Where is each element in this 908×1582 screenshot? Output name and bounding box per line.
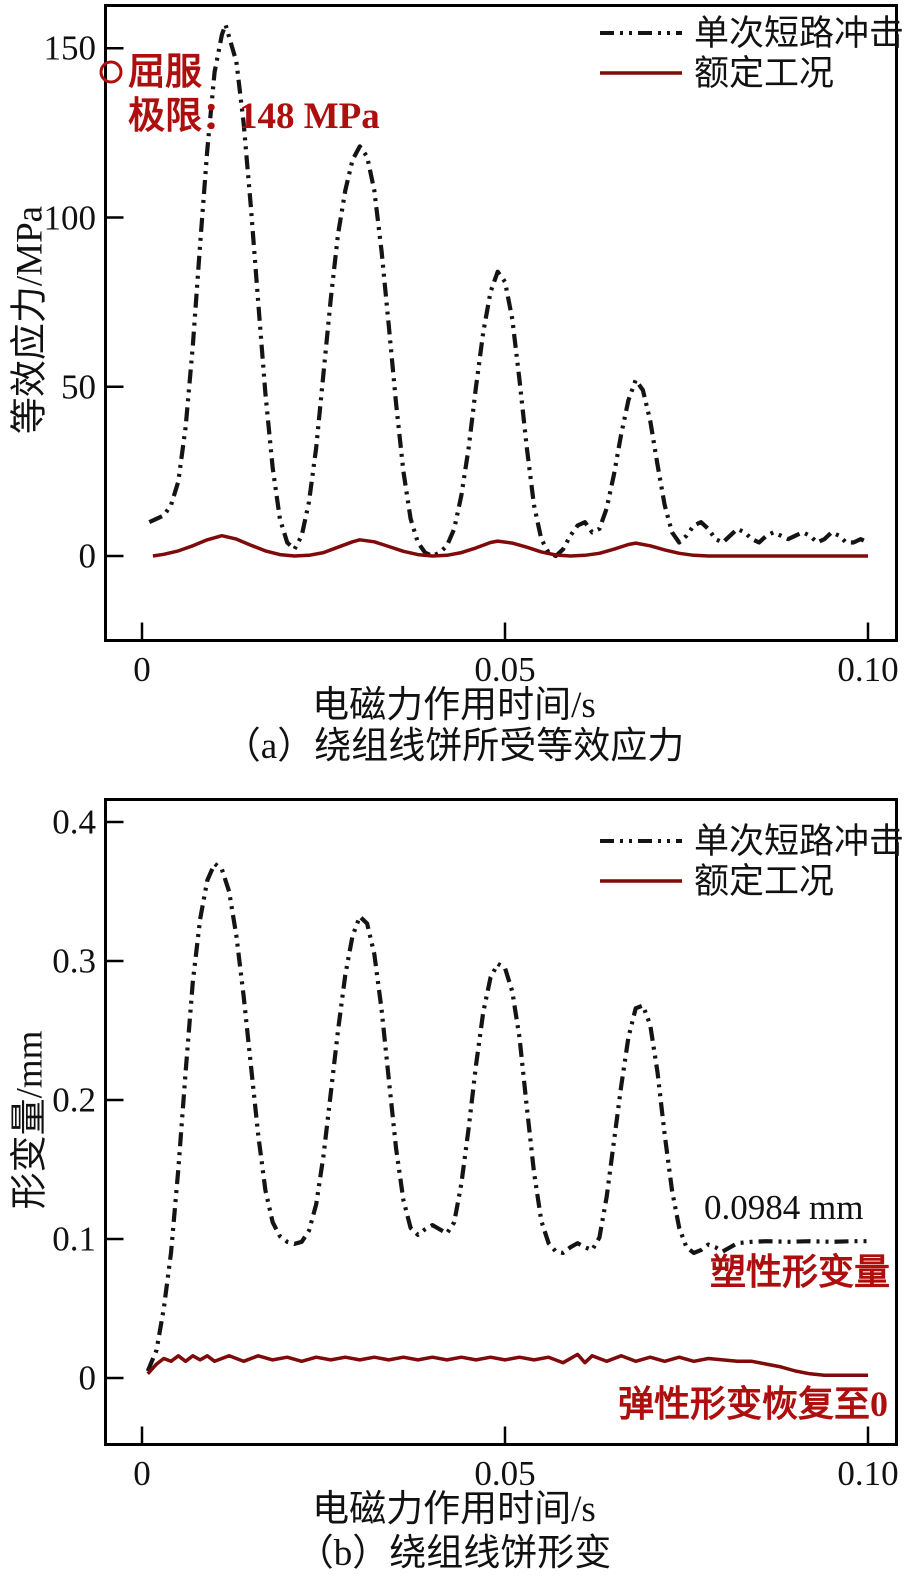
series-line-impact	[148, 22, 869, 559]
y-tick-label: 150	[43, 28, 97, 68]
yield-circle-marker	[99, 60, 123, 84]
legend-a: 单次短路冲击 额定工况	[598, 13, 904, 93]
elastic-recovery-annotation: 弹性形变恢复至0	[618, 1384, 889, 1424]
legend-label-impact: 单次短路冲击	[694, 821, 905, 861]
rated-line-sample-icon	[600, 879, 682, 883]
legend-label-impact: 单次短路冲击	[694, 13, 905, 53]
yield-annotation-line2: 极限：148 MPa	[128, 96, 380, 137]
y-tick-label: 0.4	[52, 802, 96, 842]
panel-caption-a: （a）绕组线饼所受等效应力	[223, 726, 685, 767]
x-tick-label: 0.05	[474, 650, 536, 689]
legend-item-rated: 额定工况	[598, 53, 904, 93]
y-axis-title-a: 等效应力/MPa	[9, 205, 51, 435]
x-tick-label: 0.10	[837, 650, 899, 689]
legend-item-impact: 单次短路冲击	[598, 821, 904, 861]
x-tick-label: 0.10	[837, 1454, 899, 1493]
plateau-value-annotation: 0.0984 mm	[704, 1188, 864, 1227]
chart-b-canvas	[104, 798, 898, 1446]
x-axis-title-a: 电磁力作用时间/s	[312, 685, 596, 726]
y-tick-label: 50	[61, 367, 96, 407]
plastic-deformation-annotation: 塑性形变量	[710, 1252, 891, 1292]
series-line-impact	[145, 861, 868, 1372]
series-line-rated	[152, 533, 868, 558]
impact-line-sample-icon	[600, 31, 682, 35]
rated-line-sample-icon	[600, 71, 682, 75]
y-tick-label: 0.3	[52, 941, 96, 981]
y-tick-label: 100	[43, 198, 97, 237]
x-axis-title-b: 电磁力作用时间/s	[312, 1489, 596, 1530]
impact-line-sample-icon	[600, 839, 682, 843]
y-tick-label: 0.2	[52, 1080, 96, 1120]
legend-label-rated: 额定工况	[694, 53, 835, 93]
legend-item-rated: 额定工况	[598, 861, 904, 901]
series-line-rated	[146, 1352, 868, 1377]
x-tick-label: 0	[133, 1454, 151, 1493]
y-tick-label: 0	[78, 1358, 97, 1398]
panel-caption-b: （b）绕组线饼形变	[296, 1533, 612, 1574]
chart-a-canvas	[99, 4, 898, 642]
yield-annotation-line1: 屈服	[128, 52, 202, 93]
y-tick-label: 0	[78, 536, 97, 576]
x-tick-label: 0	[133, 650, 151, 689]
y-axis-title-b: 形变量/mm	[9, 1030, 51, 1210]
x-tick-label: 0.05	[474, 1454, 536, 1493]
legend-b: 单次短路冲击 额定工况	[598, 821, 904, 901]
legend-label-rated: 额定工况	[694, 861, 835, 901]
y-tick-label: 0.1	[52, 1219, 96, 1259]
legend-item-impact: 单次短路冲击	[598, 13, 904, 53]
